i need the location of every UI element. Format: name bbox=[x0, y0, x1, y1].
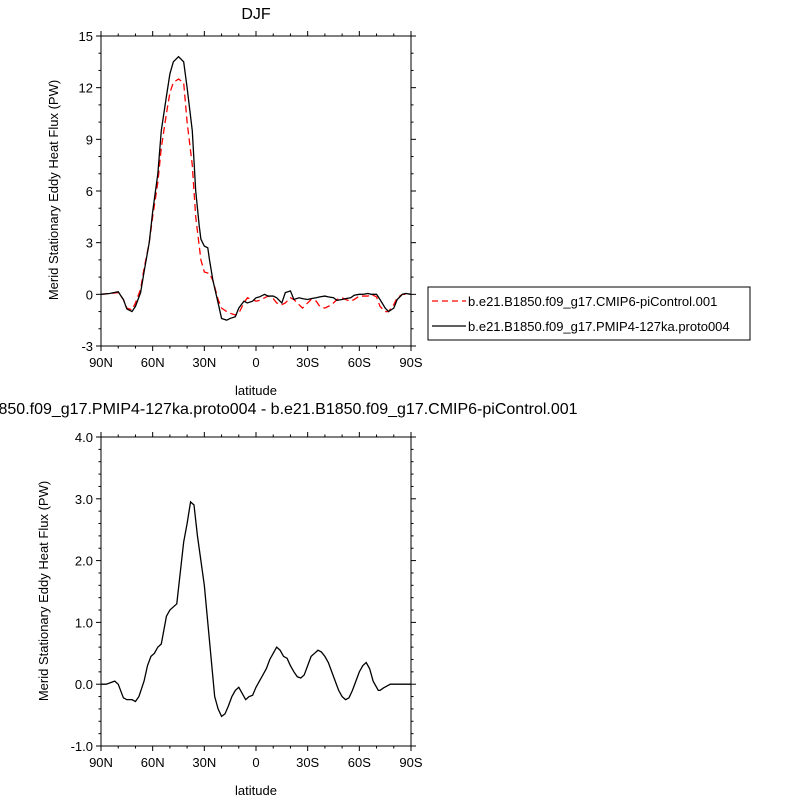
x-tick-label: 60S bbox=[348, 355, 371, 370]
y-tick-label: 3 bbox=[86, 236, 93, 251]
y-tick-label: 4.0 bbox=[75, 430, 93, 445]
top-plot-area: -3 0 3 6 9 12 15 90N 60N 30N 0 30S 60S 90S bbox=[79, 29, 423, 370]
y-tick-label: 12 bbox=[79, 81, 93, 96]
y-tick-label: 2.0 bbox=[75, 554, 93, 569]
x-tick-label: 30S bbox=[296, 755, 319, 770]
x-tick-label: 60S bbox=[348, 755, 371, 770]
x-tick-label: 30N bbox=[192, 355, 216, 370]
plot-frame bbox=[100, 35, 412, 347]
legend-label-series-1: b.e21.B1850.f09_g17.CMIP6-piControl.001 bbox=[468, 294, 717, 309]
y-tick-label: 3.0 bbox=[75, 492, 93, 507]
bottom-plot-area: -1.0 0.0 1.0 2.0 3.0 4.0 90N 60N 30N 0 30S 60S 90S bbox=[71, 430, 423, 770]
y-tick-label: 15 bbox=[79, 29, 93, 44]
legend: b.e21.B1850.f09_g17.CMIP6-piControl.001 … bbox=[427, 286, 751, 341]
top-panel-xlabel: latitude bbox=[235, 383, 277, 398]
x-tick-label: 0 bbox=[252, 755, 259, 770]
x-tick-label: 90S bbox=[399, 355, 422, 370]
legend-box bbox=[427, 286, 751, 341]
x-tick-label: 60N bbox=[141, 355, 165, 370]
x-tick-label: 0 bbox=[252, 355, 259, 370]
legend-label-series-2: b.e21.B1850.f09_g17.PMIP4-127ka.proto004 bbox=[468, 319, 730, 334]
bottom-panel-xlabel: latitude bbox=[235, 783, 277, 798]
y-tick-label: 0.0 bbox=[75, 677, 93, 692]
x-tick-label: 90S bbox=[399, 755, 422, 770]
bottom-panel-title: b.e21.B1850.f09_g17.PMIP4-127ka.proto004… bbox=[0, 401, 578, 418]
x-tick-label: 30S bbox=[296, 355, 319, 370]
x-tick-label: 90N bbox=[89, 355, 113, 370]
x-tick-label: 60N bbox=[141, 755, 165, 770]
series-line-1 bbox=[101, 78, 411, 316]
y-tick-label: 0 bbox=[86, 287, 93, 302]
bottom-panel: b.e21.B1850.f09_g17.PMIP4-127ka.proto004… bbox=[0, 401, 578, 798]
y-tick-label: -3 bbox=[81, 339, 93, 354]
top-panel-ylabel: Merid Stationary Eddy Heat Flux (PW) bbox=[46, 80, 61, 300]
series-line-2 bbox=[101, 55, 411, 321]
y-tick-label: -1.0 bbox=[71, 739, 93, 754]
y-tick-label: 9 bbox=[86, 132, 93, 147]
top-panel: DJF -3 0 3 6 9 12 15 90N 60N 30N 0 30S 60S 90S latitu… bbox=[46, 6, 751, 398]
x-tick-label: 30N bbox=[192, 755, 216, 770]
bottom-panel-ylabel: Merid Stationary Eddy Heat Flux (PW) bbox=[36, 481, 51, 701]
x-tick-label: 90N bbox=[89, 755, 113, 770]
y-tick-label: 6 bbox=[86, 184, 93, 199]
plot-frame bbox=[100, 436, 412, 747]
series-line-1 bbox=[101, 500, 411, 718]
y-tick-label: 1.0 bbox=[75, 615, 93, 630]
top-panel-title: DJF bbox=[241, 6, 271, 23]
